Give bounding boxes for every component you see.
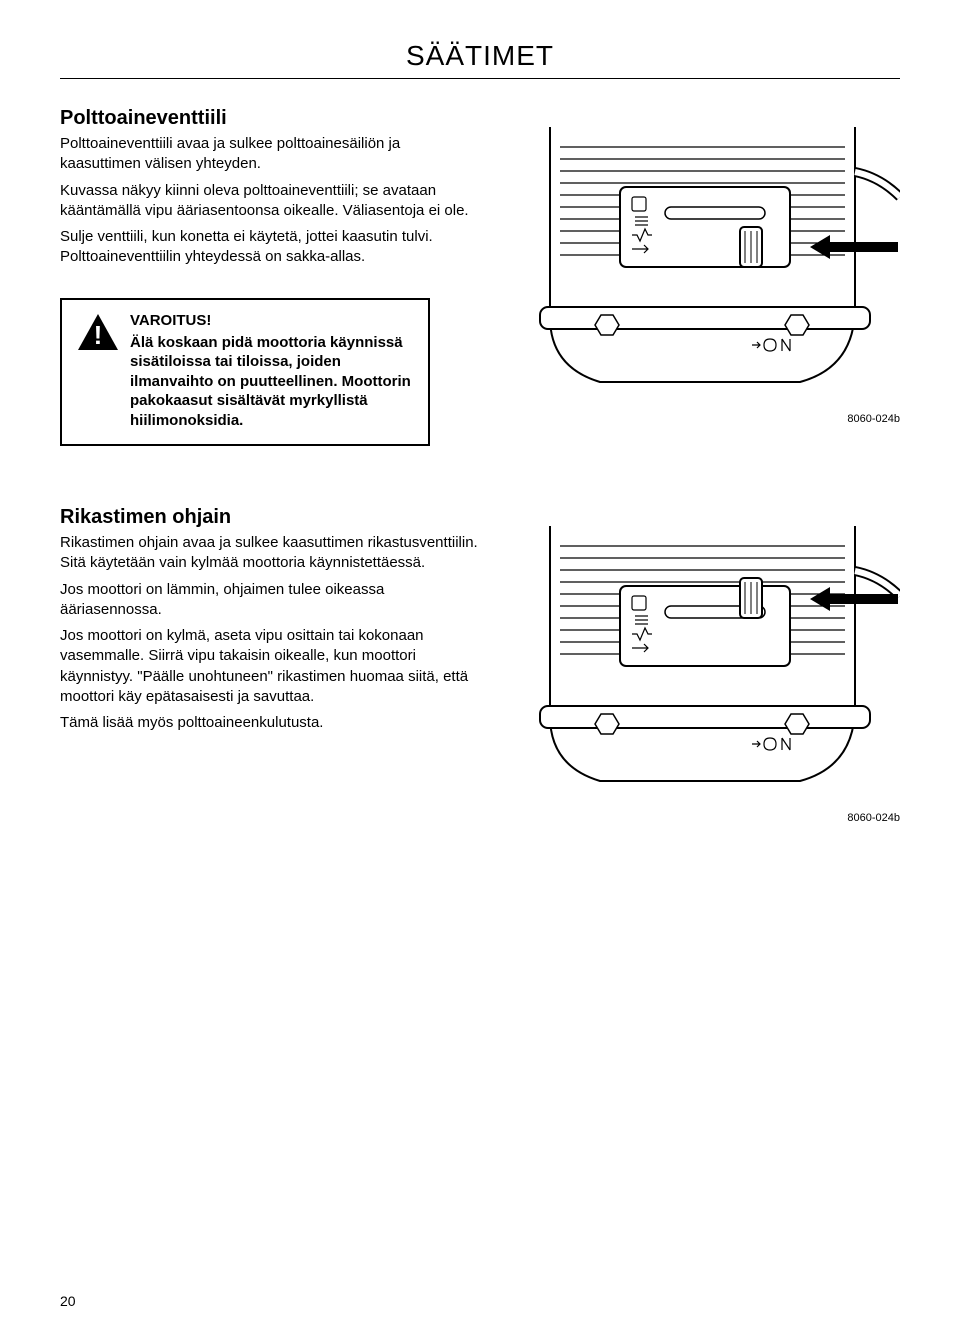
fuel-valve-figure-col: 8060-024b <box>504 107 900 425</box>
choke-p1: Rikastimen ohjain avaa ja sulkee kaasutt… <box>60 533 480 574</box>
warning-box: ! VAROITUS! Älä koskaan pidä moottoria k… <box>60 298 430 447</box>
section-choke: Rikastimen ohjain Rikastimen ohjain avaa… <box>60 506 900 824</box>
warning-body: Älä koskaan pidä moottoria käynnissä sis… <box>130 333 414 431</box>
page-number: 20 <box>60 1293 76 1309</box>
choke-p3: Jos moottori on kylmä, aseta vipu ositta… <box>60 626 480 707</box>
choke-heading: Rikastimen ohjain <box>60 506 480 529</box>
section-fuel-valve: Polttoaineventtiili Polttoaineventtiili … <box>60 107 900 446</box>
choke-diagram <box>520 506 900 806</box>
warning-icon: ! <box>76 312 120 357</box>
warning-title: VAROITUS! <box>130 312 414 329</box>
fuel-valve-text-col: Polttoaineventtiili Polttoaineventtiili … <box>60 107 480 446</box>
fuel-valve-p2: Kuvassa näkyy kiinni oleva polttoaineven… <box>60 181 480 222</box>
svg-text:!: ! <box>94 320 103 350</box>
choke-p2: Jos moottori on lämmin, ohjaimen tulee o… <box>60 580 480 621</box>
fuel-valve-diagram <box>520 107 900 407</box>
title-divider <box>60 78 900 79</box>
page: SÄÄTIMET Polttoaineventtiili Polttoainev… <box>0 0 960 1337</box>
page-title: SÄÄTIMET <box>60 40 900 72</box>
choke-p4: Tämä lisää myös polttoaineenkulutusta. <box>60 713 480 733</box>
fuel-valve-p3: Sulje venttiili, kun konetta ei käytetä,… <box>60 227 480 268</box>
choke-figure-col: 8060-024b <box>504 506 900 824</box>
warning-text: VAROITUS! Älä koskaan pidä moottoria käy… <box>130 312 414 431</box>
choke-text-col: Rikastimen ohjain Rikastimen ohjain avaa… <box>60 506 480 739</box>
fuel-valve-caption: 8060-024b <box>520 413 900 425</box>
choke-caption: 8060-024b <box>520 812 900 824</box>
fuel-valve-p1: Polttoaineventtiili avaa ja sulkee poltt… <box>60 134 480 175</box>
fuel-valve-heading: Polttoaineventtiili <box>60 107 480 130</box>
